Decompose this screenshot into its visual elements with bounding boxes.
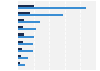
Bar [18,5,34,7]
Bar [18,50,33,52]
Bar [18,43,33,45]
Bar [18,7,86,9]
Bar [18,57,28,59]
Bar [18,36,34,37]
Bar [18,64,25,66]
Bar [18,28,36,30]
Bar [18,19,24,21]
Bar [18,34,24,36]
Bar [18,21,40,23]
Bar [18,12,30,14]
Bar [18,26,23,28]
Bar [18,55,21,57]
Bar [18,62,20,64]
Bar [18,14,63,16]
Bar [18,41,22,43]
Bar [18,48,22,50]
